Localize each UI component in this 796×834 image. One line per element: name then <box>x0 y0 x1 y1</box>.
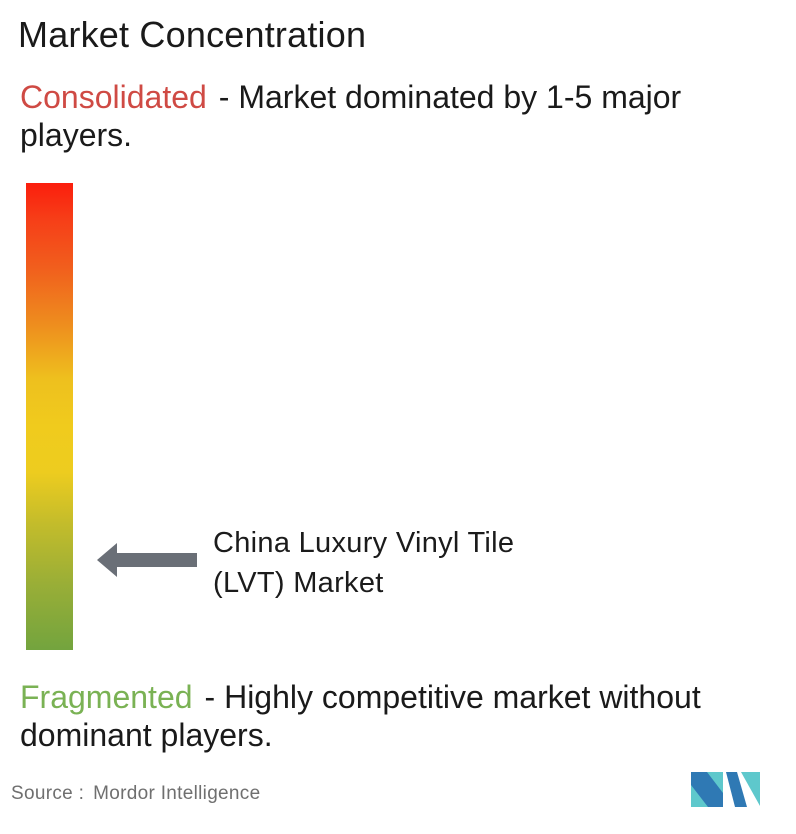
market-pointer-label-line1: China Luxury Vinyl Tile <box>213 527 515 559</box>
market-pointer-label: China Luxury Vinyl Tile (LVT) Market <box>213 523 514 603</box>
consolidated-description: Consolidated - Market dominated by 1-5 ma… <box>20 78 792 154</box>
source-label: Source : <box>11 783 85 804</box>
fragmented-description: Fragmented - Highly competitive market wi… <box>20 678 792 754</box>
mordor-intelligence-logo <box>691 772 760 807</box>
source-attribution: Source : Mordor Intelligence <box>11 783 260 805</box>
market-pointer-label-line2: (LVT) Market <box>213 567 384 599</box>
page-title: Market Concentration <box>18 14 367 55</box>
left-arrow-icon <box>97 543 197 577</box>
source-name: Mordor Intelligence <box>93 783 261 804</box>
consolidated-term: Consolidated <box>20 79 207 115</box>
concentration-gradient-bar <box>26 183 73 650</box>
fragmented-text: - Highly competitive market without domi… <box>20 679 701 753</box>
fragmented-term: Fragmented <box>20 679 193 715</box>
consolidated-text: - Market dominated by 1-5 major players. <box>20 79 682 153</box>
